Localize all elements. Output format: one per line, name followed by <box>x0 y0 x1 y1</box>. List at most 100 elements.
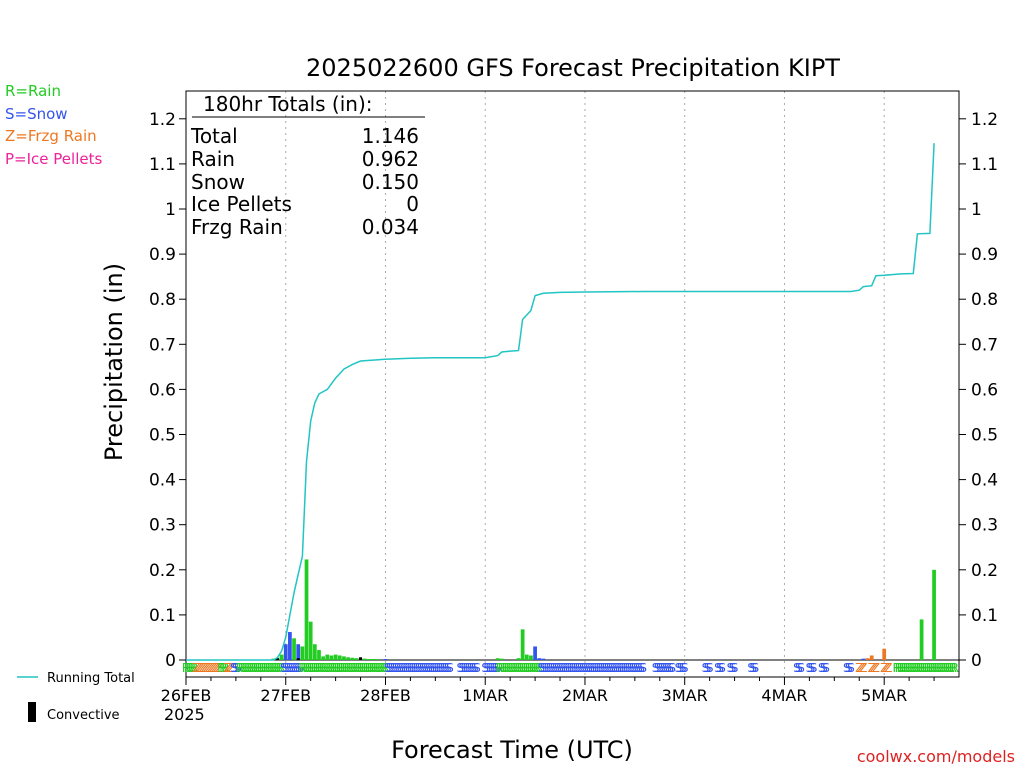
precip-bar <box>541 658 546 660</box>
ptype-letter: S <box>286 661 294 675</box>
ptype-letter: S <box>284 661 292 675</box>
ptype-letter: R <box>901 661 909 675</box>
ptype-letter: S <box>494 661 502 675</box>
ptype-letter: S <box>806 661 814 675</box>
ptype-letter: Z <box>213 661 221 675</box>
ptype-letter: S <box>818 661 826 675</box>
ptype-letter: S <box>542 661 550 675</box>
x-axis-label: Forecast Time (UTC) <box>391 736 633 764</box>
ptype-letter: R <box>269 661 277 675</box>
y-tick-label-right: 0.8 <box>971 290 998 310</box>
ptype-letter: R <box>512 661 520 675</box>
ptype-letter: S <box>567 661 575 675</box>
running-total-legend-label: Running Total <box>47 671 135 686</box>
ptype-letter: S <box>587 661 595 675</box>
ptype-letter: S <box>400 661 408 675</box>
ptype-letter: S <box>822 661 830 675</box>
precip-bar <box>520 629 525 660</box>
ptype-letter: S <box>575 661 583 675</box>
ptype-letter: S <box>442 661 450 675</box>
precip-bar <box>495 658 500 660</box>
ptype-letter: S <box>666 661 674 675</box>
ptype-letter: Z <box>203 661 211 675</box>
ptype-letter: Z <box>215 661 223 675</box>
ptype-letter: R <box>327 661 335 675</box>
legend-ice-pellets: P=Ice Pellets <box>5 150 102 168</box>
ptype-letter: S <box>631 661 639 675</box>
x-tick-label: 2MAR <box>562 686 608 705</box>
ptype-letter: S <box>556 661 564 675</box>
ptype-letter: R <box>313 661 321 675</box>
totals-label-ice-pellets: Ice Pellets <box>191 192 292 216</box>
precip-bar <box>362 658 367 660</box>
ptype-letter: R <box>905 661 913 675</box>
totals-label-frzg-rain: Frzg Rain <box>191 215 283 239</box>
ptype-letter: Z <box>199 661 207 675</box>
convective-bar <box>296 658 300 660</box>
ptype-letter: S <box>292 661 300 675</box>
ptype-letter: S <box>290 661 298 675</box>
ptype-letter: S <box>731 661 739 675</box>
ptype-letter: R <box>221 661 229 675</box>
ptype-letter: S <box>384 661 392 675</box>
ptype-letter: Z <box>211 661 219 675</box>
ptype-letter: S <box>562 661 570 675</box>
ptype-letter: S <box>637 661 645 675</box>
ptype-letter: S <box>548 661 556 675</box>
ptype-letter: S <box>538 661 546 675</box>
ptype-letter: S <box>565 661 573 675</box>
ptype-letter: R <box>899 661 907 675</box>
precip-bar <box>337 655 342 660</box>
ptype-letter: R <box>265 661 273 675</box>
precip-bar <box>300 646 305 660</box>
ptype-letter: R <box>361 661 369 675</box>
ptype-letter: S <box>392 661 400 675</box>
ptype-letter: R <box>903 661 911 675</box>
ptype-letter: S <box>627 661 635 675</box>
ptype-letter: S <box>388 661 396 675</box>
ptype-letter: S <box>546 661 554 675</box>
ptype-letter: Z <box>207 661 215 675</box>
ptype-letter: S <box>425 661 433 675</box>
ptype-letter: S <box>432 661 440 675</box>
ptype-letter: R <box>926 661 934 675</box>
ptype-letter: S <box>716 661 724 675</box>
ptype-letter: R <box>329 661 337 675</box>
ptype-letter: R <box>273 661 281 675</box>
ptype-letter: S <box>729 661 737 675</box>
ptype-letter: S <box>459 661 467 675</box>
ptype-letter: S <box>718 661 726 675</box>
y-tick-label-right: 1.2 <box>971 110 998 130</box>
totals-value-rain: 0.962 <box>362 147 419 171</box>
precip-bar <box>346 657 350 660</box>
ptype-letter: S <box>614 661 622 675</box>
ptype-letter: R <box>302 661 310 675</box>
ptype-letter: S <box>714 661 722 675</box>
ptype-letter: R <box>947 661 955 675</box>
precip-bar <box>882 648 887 660</box>
ptype-letter: R <box>363 661 371 675</box>
ptype-letter: R <box>275 661 283 675</box>
y-tick-label-right: 0.9 <box>971 245 998 265</box>
ptype-letter: S <box>808 661 816 675</box>
ptype-letter: R <box>897 661 905 675</box>
ptype-letter: S <box>633 661 641 675</box>
ptype-letter: S <box>749 661 757 675</box>
ptype-letter: S <box>596 661 604 675</box>
x-tick-label: 28FEB <box>360 686 411 705</box>
ptype-letter: Z <box>859 661 867 675</box>
ptype-letter: R <box>257 661 265 675</box>
ptype-letter: S <box>440 661 448 675</box>
ptype-letter: S <box>481 661 489 675</box>
x-tick-label: 3MAR <box>662 686 708 705</box>
ptype-letter: R <box>523 661 531 675</box>
ptype-letter: R <box>944 661 952 675</box>
ptype-letter: S <box>405 661 413 675</box>
y-tick-label-left: 0.9 <box>149 245 176 265</box>
precip-bar <box>312 644 317 660</box>
ptype-letter: R <box>344 661 352 675</box>
legend-rain: R=Rain <box>5 82 61 100</box>
ptype-letter: S <box>296 661 304 675</box>
ptype-letter: R <box>930 661 938 675</box>
ptype-letter: S <box>706 661 714 675</box>
